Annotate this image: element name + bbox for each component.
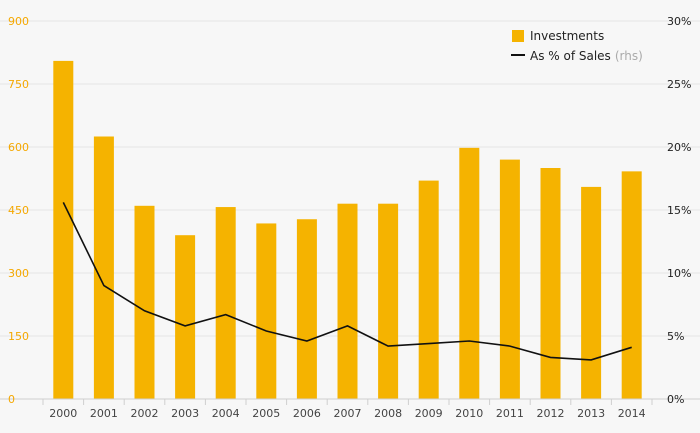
x-tick-label: 2000 (49, 407, 77, 420)
y-left-tick-label: 300 (8, 267, 29, 280)
x-tick-label: 2013 (577, 407, 605, 420)
y-right-tick-label: 15% (667, 204, 691, 217)
x-tick-label: 2006 (293, 407, 321, 420)
bar (378, 203, 399, 399)
y-right-tick-label: 20% (667, 141, 691, 154)
bar (459, 147, 480, 399)
bar (296, 219, 317, 399)
investment-bars (53, 60, 642, 400)
bar (256, 223, 277, 399)
y-right-tick-label: 10% (667, 267, 691, 280)
bar (581, 186, 602, 399)
x-tick-label: 2005 (252, 407, 280, 420)
y-left-tick-label: 750 (8, 78, 29, 91)
x-tick-label: 2011 (496, 407, 524, 420)
bar (418, 180, 439, 399)
bar (540, 168, 561, 399)
bar (621, 171, 642, 399)
x-tick-label: 2014 (618, 407, 646, 420)
bar (499, 159, 520, 399)
y-right-tick-label: 5% (667, 330, 684, 343)
y-right-tick-label: 30% (667, 15, 691, 28)
x-tick-label: 2009 (415, 407, 443, 420)
bar (175, 235, 196, 399)
bar (53, 60, 74, 400)
x-tick-label: 2007 (334, 407, 362, 420)
x-tick-label: 2002 (131, 407, 159, 420)
x-tick-label: 2012 (537, 407, 565, 420)
bar (337, 203, 358, 399)
bar (93, 136, 114, 399)
y-left-tick-label: 600 (8, 141, 29, 154)
x-tick-label: 2008 (374, 407, 402, 420)
y-left-tick-label: 150 (8, 330, 29, 343)
y-left-tick-label: 0 (8, 393, 15, 406)
y-right-tick-label: 0% (667, 393, 684, 406)
legend-label-line: As % of Sales (rhs) (530, 49, 643, 63)
x-tick-label: 2003 (171, 407, 199, 420)
x-tick-label: 2004 (212, 407, 240, 420)
legend: Investments As % of Sales (rhs) (511, 29, 643, 63)
right-y-axis: 0% 5% 10% 15% 20% 25% 30% (667, 15, 691, 406)
y-left-tick-label: 900 (8, 15, 29, 28)
sales-percent-line (62, 202, 632, 361)
x-tick-label: 2001 (90, 407, 118, 420)
y-left-tick-label: 450 (8, 204, 29, 217)
y-right-tick-label: 25% (667, 78, 691, 91)
legend-swatch-investments (512, 30, 524, 42)
legend-label-investments: Investments (530, 29, 604, 43)
bar (215, 207, 236, 399)
x-axis: 2000 2001 2002 2003 2004 2005 2006 2007 2008 2009… (0, 398, 700, 420)
left-y-axis: 0 150 300 450 600 750 900 (8, 15, 29, 406)
x-tick-label: 2010 (455, 407, 483, 420)
bar (134, 205, 155, 399)
